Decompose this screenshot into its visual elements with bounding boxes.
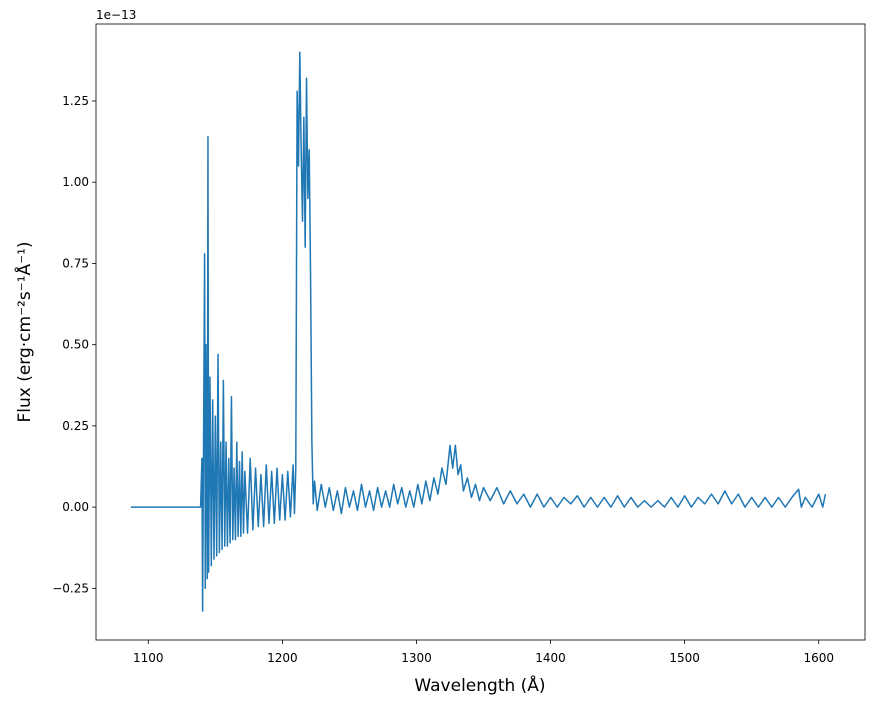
y-tick-label: 0.00 <box>62 500 89 514</box>
y-tick-label: 1.25 <box>62 94 89 108</box>
y-offset-label: 1e−13 <box>96 8 136 22</box>
y-axis-label: Flux (erg·cm⁻²s⁻¹Å⁻¹) <box>13 241 35 422</box>
x-tick-label: 1200 <box>267 651 298 665</box>
spectrum-line <box>130 51 827 612</box>
y-tick-label: 0.50 <box>62 338 89 352</box>
x-axis-label: Wavelength (Å) <box>414 674 545 696</box>
y-tick-label: 0.25 <box>62 419 89 433</box>
x-tick-label: 1100 <box>133 651 164 665</box>
x-tick-label: 1500 <box>669 651 700 665</box>
y-tick-label: 0.75 <box>62 256 89 270</box>
x-tick-label: 1600 <box>803 651 834 665</box>
y-tick-label: −0.25 <box>52 581 89 595</box>
y-tick-label: 1.00 <box>62 175 89 189</box>
x-tick-label: 1300 <box>401 651 432 665</box>
plot-frame <box>95 23 866 641</box>
x-tick-label: 1400 <box>535 651 566 665</box>
